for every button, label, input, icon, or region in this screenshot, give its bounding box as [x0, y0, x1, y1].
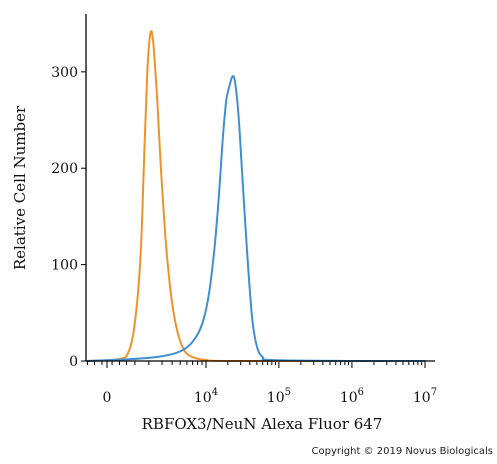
x-tick-label: 106 — [340, 387, 364, 406]
x-tick-label: 107 — [413, 387, 437, 406]
y-axis-ticks: 0 100 200 300 — [51, 65, 86, 370]
y-tick-label: 200 — [51, 161, 78, 177]
y-tick-label: 300 — [51, 65, 78, 81]
series-group — [86, 30, 426, 363]
x-tick-label: 105 — [267, 387, 291, 406]
y-tick-label: 0 — [69, 354, 78, 370]
series-line-1 — [86, 30, 426, 363]
copyright-notice: Copyright © 2019 Novus Biologicals — [311, 446, 493, 457]
series-line-2 — [86, 75, 426, 363]
x-axis-title: RBFOX3/NeuN Alexa Fluor 647 — [142, 415, 383, 433]
y-axis-title: Relative Cell Number — [11, 105, 29, 270]
x-tick-label: 0 — [103, 390, 112, 406]
y-tick-label: 100 — [51, 258, 78, 274]
x-tick-label: 104 — [194, 387, 218, 406]
x-axis-ticks: 0 104 105 106 107 — [87, 361, 437, 406]
